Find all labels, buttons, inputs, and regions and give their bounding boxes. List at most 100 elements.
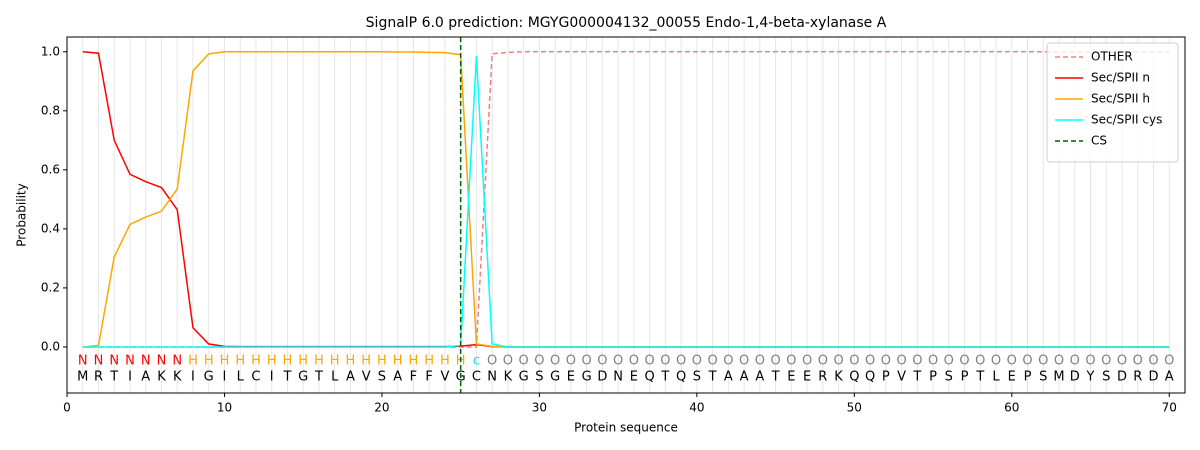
y-tick-label: 0.2 <box>41 280 60 294</box>
series-line <box>82 56 1170 348</box>
residue-letter: T <box>771 370 780 385</box>
residue-letter: G <box>519 370 529 385</box>
region-label: O <box>1101 354 1111 369</box>
y-tick-label: 0.6 <box>41 162 60 176</box>
series-line <box>82 51 1170 348</box>
residue-letter: I <box>191 370 195 385</box>
residue-letter: G <box>298 370 308 385</box>
region-label: O <box>1117 354 1127 369</box>
region-label: H <box>440 354 450 369</box>
residue-letter: G <box>550 370 560 385</box>
residue-letter: M <box>77 370 88 385</box>
residue-letter: D <box>597 370 607 385</box>
region-label: O <box>1054 354 1064 369</box>
residue-letter: V <box>440 370 449 385</box>
residue-letter: R <box>818 370 827 385</box>
region-label: O <box>1085 354 1095 369</box>
y-tick-label: 0.8 <box>41 103 60 117</box>
residue-letter: Q <box>676 370 686 385</box>
residue-letter: E <box>630 370 638 385</box>
x-tick-label: 30 <box>532 401 547 415</box>
residue-letter: D <box>1117 370 1127 385</box>
region-label: O <box>944 354 954 369</box>
region-label: O <box>865 354 875 369</box>
residue-letter: A <box>393 370 402 385</box>
residue-letter: T <box>282 370 291 385</box>
residue-letter: N <box>613 370 623 385</box>
residue-letter: K <box>157 370 166 385</box>
residue-letter: S <box>378 370 386 385</box>
region-label: O <box>519 354 529 369</box>
residue-letter: S <box>1039 370 1047 385</box>
residue-letter: R <box>94 370 103 385</box>
x-tick-label: 0 <box>63 401 71 415</box>
residue-letter: M <box>1053 370 1064 385</box>
region-label: O <box>487 354 497 369</box>
residue-letter: R <box>1133 370 1142 385</box>
residue-letter: Q <box>645 370 655 385</box>
chart-title: SignalP 6.0 prediction: MGYG000004132_00… <box>366 15 887 31</box>
y-axis-label: Probability <box>15 183 29 246</box>
region-label: O <box>833 354 843 369</box>
region-label: O <box>786 354 796 369</box>
series-line <box>82 51 1170 348</box>
region-label: O <box>739 354 749 369</box>
residue-letter: V <box>897 370 906 385</box>
x-tick-label: 60 <box>1004 401 1019 415</box>
x-tick-label: 70 <box>1162 401 1177 415</box>
region-label: H <box>409 354 419 369</box>
region-label: N <box>94 354 104 369</box>
residue-letter: T <box>975 370 984 385</box>
region-label: O <box>1148 354 1158 369</box>
y-tick-label: 0.4 <box>41 221 60 235</box>
residue-letter: E <box>1008 370 1016 385</box>
residue-letter: T <box>109 370 118 385</box>
region-label: O <box>629 354 639 369</box>
region-label: O <box>959 354 969 369</box>
residue-letter: Q <box>865 370 875 385</box>
region-label: H <box>298 354 308 369</box>
region-label: H <box>188 354 198 369</box>
residue-letter: E <box>803 370 811 385</box>
y-tick-label: 0.0 <box>41 339 60 353</box>
residue-letter: P <box>1024 370 1032 385</box>
region-label: O <box>1164 354 1174 369</box>
region-label: O <box>503 354 513 369</box>
x-tick-label: 20 <box>374 401 389 415</box>
residue-letter: V <box>362 370 371 385</box>
residue-letter: A <box>740 370 749 385</box>
series-line <box>82 51 1170 348</box>
residue-letter: P <box>961 370 969 385</box>
region-label: O <box>802 354 812 369</box>
region-label: O <box>881 354 891 369</box>
plot-frame <box>66 36 1186 394</box>
region-label: H <box>361 354 371 369</box>
region-label: N <box>125 354 135 369</box>
region-label: O <box>975 354 985 369</box>
region-label: H <box>220 354 230 369</box>
region-label: O <box>1038 354 1048 369</box>
region-label: O <box>755 354 765 369</box>
residue-letter: Y <box>1086 370 1095 385</box>
y-tick-label: 1.0 <box>41 44 60 58</box>
region-label: H <box>267 354 277 369</box>
residue-letter: C <box>251 370 260 385</box>
region-label: H <box>330 354 340 369</box>
region-label: O <box>928 354 938 369</box>
region-label: O <box>566 354 576 369</box>
region-label: O <box>1022 354 1032 369</box>
region-label: N <box>172 354 182 369</box>
residue-letter: G <box>582 370 592 385</box>
region-label: H <box>314 354 324 369</box>
residue-letter: C <box>472 370 481 385</box>
residue-letter: L <box>237 370 245 385</box>
region-label: O <box>597 354 607 369</box>
region-label: O <box>818 354 828 369</box>
region-label: O <box>660 354 670 369</box>
region-label: O <box>896 354 906 369</box>
residue-letter: K <box>173 370 182 385</box>
region-label: H <box>204 354 214 369</box>
residue-letter: D <box>1148 370 1158 385</box>
residue-letter: T <box>708 370 717 385</box>
